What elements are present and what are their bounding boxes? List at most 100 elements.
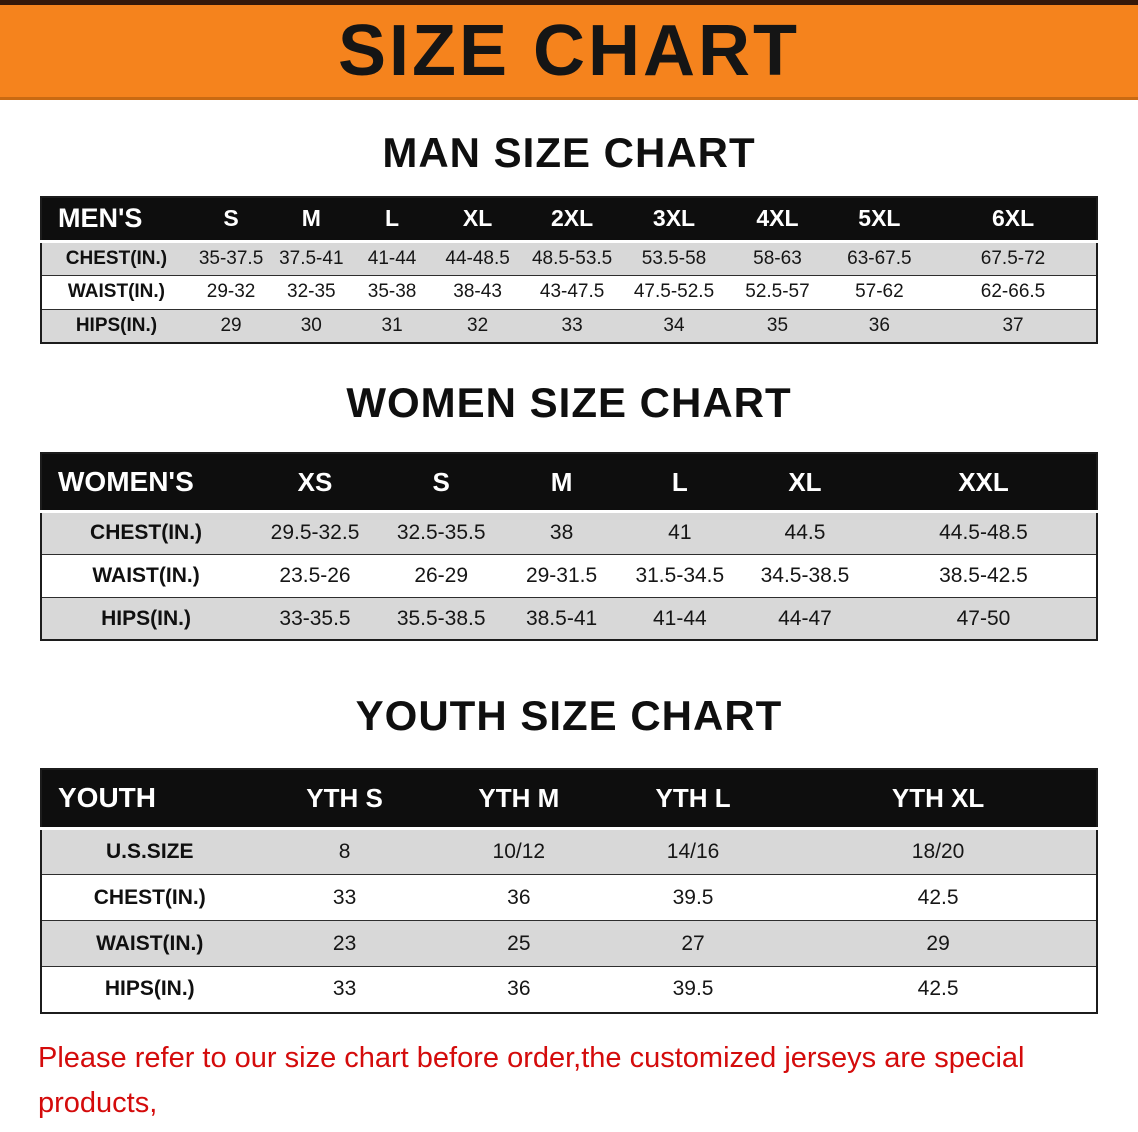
size-cell: 44-48.5 xyxy=(432,240,523,276)
size-cell: 36 xyxy=(431,874,606,922)
size-column-header: M xyxy=(271,196,352,243)
size-column-header: YTH L xyxy=(605,768,781,831)
size-cell: 41-44 xyxy=(620,596,739,641)
disclaimer: Please refer to our size chart before or… xyxy=(38,1036,1118,1132)
row-label: CHEST(IN.) xyxy=(41,874,258,922)
size-cell: 31 xyxy=(351,308,433,344)
size-cell: 23.5-26 xyxy=(250,553,380,598)
size-cell: 57-62 xyxy=(828,274,931,310)
size-cell: 29 xyxy=(190,308,272,344)
size-column-header: S xyxy=(190,196,272,243)
size-section-men: MAN SIZE CHART MEN'S S M L XL 2XL 3XL 4XL 5XL 6XL C… xyxy=(0,129,1138,345)
size-cell: 38 xyxy=(502,510,621,555)
size-cell: 62-66.5 xyxy=(930,274,1097,310)
page-title: SIZE CHART xyxy=(338,11,800,91)
size-cell: 47-50 xyxy=(870,596,1097,641)
size-cell: 29-32 xyxy=(190,274,272,310)
size-cell: 33-35.5 xyxy=(250,596,380,641)
size-cell: 23 xyxy=(257,920,432,968)
size-cell: 43-47.5 xyxy=(522,274,622,310)
size-column-header: 6XL xyxy=(930,196,1097,243)
size-column-header: M xyxy=(502,452,621,513)
size-column-header: YTH S xyxy=(257,768,432,831)
size-cell: 32-35 xyxy=(271,274,352,310)
size-cell: 10/12 xyxy=(431,828,606,876)
size-cell: 27 xyxy=(605,920,781,968)
table-row: HIPS(IN.) 33-35.5 35.5-38.5 38.5-41 41-44 44-… xyxy=(41,596,1097,641)
women-table-title: WOMEN'S xyxy=(41,452,251,513)
row-label: CHEST(IN.) xyxy=(41,240,191,276)
size-cell: 14/16 xyxy=(605,828,781,876)
row-label: WAIST(IN.) xyxy=(41,274,191,310)
disclaimer-line-2: we don't accept cancel, change, teturn o… xyxy=(38,1125,1118,1132)
men-section-heading: MAN SIZE CHART xyxy=(382,129,756,176)
size-cell: 47.5-52.5 xyxy=(621,274,727,310)
size-cell: 36 xyxy=(828,308,931,344)
row-label: WAIST(IN.) xyxy=(41,920,258,968)
size-cell: 26-29 xyxy=(379,553,503,598)
table-row: CHEST(IN.) 29.5-32.5 32.5-35.5 38 41 44.5 44.5… xyxy=(41,510,1097,555)
size-cell: 44.5 xyxy=(738,510,871,555)
size-cell: 34 xyxy=(621,308,727,344)
size-section-women: WOMEN SIZE CHART WOMEN'S XS S M L XL XXL CHEST(I… xyxy=(0,379,1138,642)
table-row: WAIST(IN.) 23.5-26 26-29 29-31.5 31.5-34.5 34… xyxy=(41,553,1097,598)
size-cell: 29-31.5 xyxy=(502,553,621,598)
size-column-header: YTH M xyxy=(431,768,606,831)
size-cell: 38.5-42.5 xyxy=(870,553,1097,598)
men-size-table: MEN'S S M L XL 2XL 3XL 4XL 5XL 6XL CHEST(IN.) 35-37… xyxy=(40,196,1098,345)
size-column-header: XL xyxy=(738,452,871,513)
size-cell: 33 xyxy=(522,308,622,344)
size-cell: 33 xyxy=(257,966,432,1014)
size-cell: 35-37.5 xyxy=(190,240,272,276)
size-cell: 32 xyxy=(432,308,523,344)
size-cell: 38.5-41 xyxy=(502,596,621,641)
size-cell: 39.5 xyxy=(605,966,781,1014)
row-label: CHEST(IN.) xyxy=(41,510,251,555)
size-cell: 44-47 xyxy=(738,596,871,641)
size-cell: 36 xyxy=(431,966,606,1014)
size-cell: 44.5-48.5 xyxy=(870,510,1097,555)
size-cell: 29 xyxy=(780,920,1097,968)
size-cell: 25 xyxy=(431,920,606,968)
banner: SIZE CHART xyxy=(0,0,1138,100)
size-cell: 67.5-72 xyxy=(930,240,1097,276)
size-cell: 37 xyxy=(930,308,1097,344)
table-row: CHEST(IN.) 35-37.5 37.5-41 41-44 44-48.5 48.5… xyxy=(41,240,1097,276)
youth-table-title: YOUTH xyxy=(41,768,258,831)
row-label: HIPS(IN.) xyxy=(41,966,258,1014)
table-row: WAIST(IN.) 23 25 27 29 xyxy=(41,920,1097,968)
table-row: HIPS(IN.) 33 36 39.5 42.5 xyxy=(41,966,1097,1014)
table-row: CHEST(IN.) 33 36 39.5 42.5 xyxy=(41,874,1097,922)
size-cell: 41 xyxy=(620,510,739,555)
size-column-header: YTH XL xyxy=(780,768,1097,831)
size-cell: 35 xyxy=(726,308,829,344)
size-column-header: 4XL xyxy=(726,196,829,243)
size-column-header: 5XL xyxy=(828,196,931,243)
size-cell: 33 xyxy=(257,874,432,922)
women-size-table: WOMEN'S XS S M L XL XXL CHEST(IN.) 29.5-32.5 32.5… xyxy=(40,452,1098,642)
size-cell: 35-38 xyxy=(351,274,433,310)
header-row: WOMEN'S XS S M L XL XXL xyxy=(41,452,1097,513)
size-cell: 38-43 xyxy=(432,274,523,310)
row-label: U.S.SIZE xyxy=(41,828,258,876)
size-column-header: S xyxy=(379,452,503,513)
size-cell: 41-44 xyxy=(351,240,433,276)
men-table-title: MEN'S xyxy=(41,196,191,243)
size-cell: 18/20 xyxy=(780,828,1097,876)
size-cell: 8 xyxy=(257,828,432,876)
size-cell: 42.5 xyxy=(780,874,1097,922)
size-section-youth: YOUTH SIZE CHART YOUTH YTH S YTH M YTH L YTH … xyxy=(0,693,1138,1014)
size-cell: 30 xyxy=(271,308,352,344)
size-cell: 53.5-58 xyxy=(621,240,727,276)
disclaimer-line-1: Please refer to our size chart before or… xyxy=(38,1041,1025,1119)
size-chart-sections: MAN SIZE CHART MEN'S S M L XL 2XL 3XL 4XL 5XL 6XL C… xyxy=(0,129,1138,1014)
size-column-header: 3XL xyxy=(621,196,727,243)
size-cell: 63-67.5 xyxy=(828,240,931,276)
table-row: U.S.SIZE 8 10/12 14/16 18/20 xyxy=(41,828,1097,876)
size-cell: 58-63 xyxy=(726,240,829,276)
table-row: WAIST(IN.) 29-32 32-35 35-38 38-43 43-47.5 47.… xyxy=(41,274,1097,310)
size-cell: 32.5-35.5 xyxy=(379,510,503,555)
size-cell: 34.5-38.5 xyxy=(738,553,871,598)
size-column-header: L xyxy=(620,452,739,513)
